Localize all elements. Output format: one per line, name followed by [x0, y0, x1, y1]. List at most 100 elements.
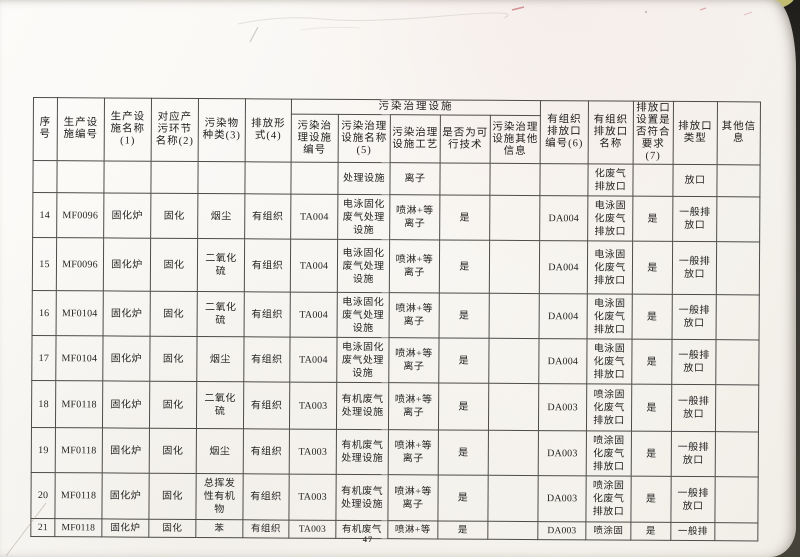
- table-cell: DA003: [538, 383, 587, 431]
- col-header-facility-name: 生产设施名称(1): [104, 97, 152, 162]
- table-cell: [714, 476, 759, 523]
- table-cell: MF0118: [55, 427, 103, 473]
- permit-table-container: 序号 生产设施编号 生产设施名称(1) 对应产污环节名称(2) 污染物种类(3)…: [30, 97, 761, 541]
- table-cell: 固化: [149, 428, 197, 474]
- table-cell: TA004: [290, 292, 338, 338]
- table-cell: 喷淋+等离子: [389, 239, 440, 293]
- table-cell: 是: [632, 294, 673, 340]
- table-row: 17 MF0104 固化炉 固化 烟尘 有组织 TA004 电泳固化废气处理设施 喷淋+等离子是…: [31, 335, 760, 385]
- table-cell: 一般排放口: [672, 196, 717, 242]
- table-cell: 19: [31, 427, 56, 473]
- table-cell: 固化炉: [103, 290, 151, 337]
- table-cell: TA003: [289, 429, 337, 475]
- table-cell: 21: [30, 518, 55, 537]
- table-cell: 一般排: [670, 522, 715, 541]
- table-cell: [290, 162, 339, 195]
- table-cell: 是: [631, 384, 672, 432]
- table-cell: 喷淋+等离子: [389, 292, 440, 338]
- table-cell: [489, 293, 540, 339]
- table-cell: TA003: [288, 474, 337, 521]
- table-row: 处理设施 离子 化废气排放口 放口: [32, 160, 761, 197]
- table-cell: DA003: [538, 430, 587, 476]
- table-cell: [197, 161, 246, 194]
- col-group-treatment-facility: 污染治理设施: [291, 99, 541, 116]
- table-cell: DA004: [539, 195, 588, 241]
- table-cell: 喷淋+等离子: [388, 429, 439, 475]
- table-cell: 是: [437, 474, 489, 522]
- col-header-pollution-stage: 对应产污环节名称(2): [151, 98, 199, 162]
- table-cell: [487, 521, 538, 540]
- table-cell: 烟尘: [196, 336, 245, 382]
- table-cell: 有组织: [242, 519, 289, 539]
- table-cell: [103, 160, 152, 194]
- table-cell: TA004: [290, 194, 338, 240]
- table-cell: 有组织: [242, 473, 290, 521]
- table-cell: [715, 431, 759, 477]
- col-header-outlet-compliance: 排放口设置是否符合要求(7): [633, 101, 674, 165]
- table-cell: 是: [438, 429, 489, 476]
- table-cell: 是: [631, 339, 673, 385]
- col-header-outlet-id: 有组织排放口编号(6): [540, 100, 589, 164]
- table-cell: [716, 164, 761, 197]
- table-cell: 处理设施: [337, 162, 391, 195]
- table-cell: 18: [31, 380, 56, 428]
- col-header-serial: 序号: [33, 97, 58, 161]
- table-cell: 烟尘: [197, 193, 245, 239]
- table-cell: 是: [438, 382, 489, 431]
- table-cell: [715, 384, 759, 432]
- table-cell: [488, 430, 539, 476]
- table-cell: 15: [32, 237, 57, 291]
- table-cell: 有组织: [243, 336, 291, 383]
- table-cell: 电泳固化废气处理设施: [336, 337, 390, 383]
- table-cell: 一般排放口: [672, 241, 717, 295]
- table-cell: 固化炉: [102, 380, 150, 429]
- col-header-facility-id: 生产设施编号: [57, 97, 105, 161]
- table-cell: 固化炉: [102, 335, 151, 382]
- table-cell: DA004: [539, 293, 588, 339]
- table-cell: 有组织: [244, 193, 291, 240]
- table-cell: 电泳固化废气处理设施: [337, 194, 390, 240]
- table-cell: [632, 164, 674, 197]
- col-header-treatment-other-info: 污染治理设施其他信息: [490, 115, 541, 164]
- table-cell: 一般排放口: [671, 339, 717, 385]
- table-header: 序号 生产设施编号 生产设施名称(1) 对应产污环节名称(2) 污染物种类(3)…: [33, 97, 761, 165]
- page-number: 47: [362, 534, 374, 544]
- table-cell: 有组织: [243, 428, 290, 475]
- table-cell: 是: [630, 522, 671, 541]
- table-cell: [487, 475, 539, 522]
- table-cell: 烟尘: [196, 428, 244, 474]
- table-cell: [244, 161, 292, 195]
- table-cell: 固化: [148, 473, 197, 520]
- table-cell: TA003: [289, 382, 337, 430]
- table-cell: 化废气排放口: [587, 163, 634, 197]
- table-cell: MF0104: [55, 335, 104, 381]
- col-header-other-info: 其他信息: [717, 101, 761, 165]
- table-cell: 离子: [389, 162, 441, 195]
- table-cell: 固化: [149, 381, 197, 429]
- table-cell: 固化: [148, 519, 196, 538]
- col-header-pollutant-type: 污染物种类(3): [198, 98, 246, 162]
- table-cell: 喷淋+等: [387, 520, 438, 539]
- table-cell: 固化炉: [103, 237, 151, 292]
- table-cell: 14: [32, 192, 57, 238]
- table-cell: 是: [630, 476, 672, 523]
- table-cell: 喷淋+等离子: [387, 474, 439, 521]
- table-cell: 电泳固化废气排放口: [587, 195, 633, 242]
- table-cell: TA004: [290, 239, 338, 293]
- col-header-treatment-process: 污染治理设施工艺: [390, 114, 441, 163]
- table-cell: 是: [437, 520, 488, 540]
- table-cell: [56, 160, 105, 193]
- table-cell: 苯: [195, 519, 243, 538]
- table-cell: 总挥发性有机物: [195, 473, 244, 520]
- table-cell: TA003: [288, 520, 336, 539]
- table-cell: 是: [631, 431, 672, 477]
- table-cell: [150, 161, 199, 194]
- table-cell: 有组织: [244, 238, 291, 293]
- table-cell: [716, 196, 760, 242]
- header-group-row: 序号 生产设施编号 生产设施名称(1) 对应产污环节名称(2) 污染物种类(3)…: [33, 97, 761, 165]
- pollution-treatment-facility-table: 序号 生产设施编号 生产设施名称(1) 对应产污环节名称(2) 污染物种类(3)…: [30, 97, 761, 541]
- col-header-outlet-type: 排放口类型: [673, 101, 718, 165]
- table-cell: [488, 383, 539, 431]
- table-cell: 有机废气处理设施: [335, 474, 389, 521]
- table-cell: 电泳固化废气处理设施: [337, 292, 390, 338]
